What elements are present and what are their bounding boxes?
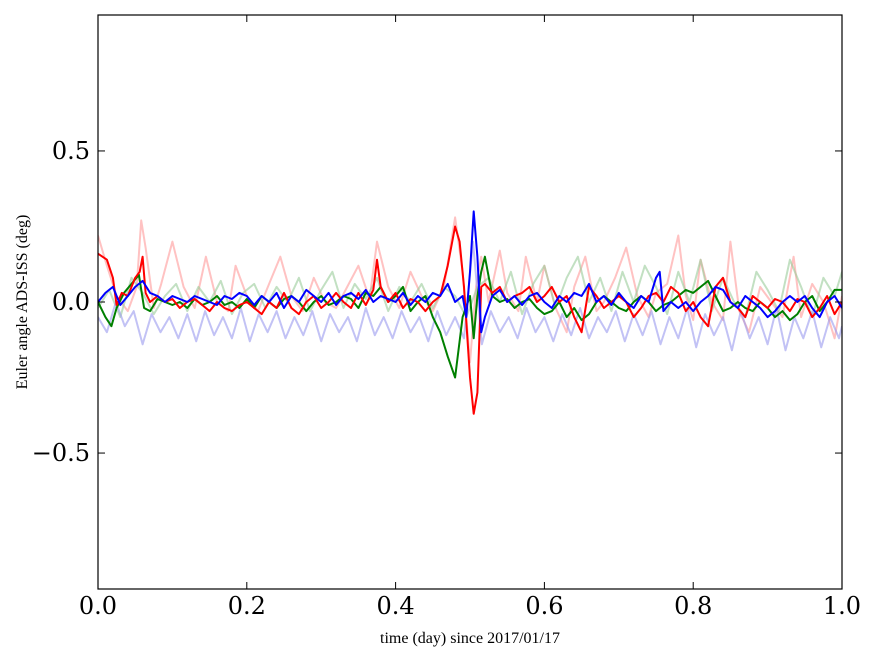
series-line-1: [98, 255, 842, 319]
y-tick-label: −0.5: [32, 439, 90, 467]
series-line-4: [98, 225, 842, 415]
x-tick-label: 0.8: [674, 592, 712, 620]
x-tick-label: 0.2: [228, 592, 266, 620]
series-line-2: [98, 240, 842, 352]
ticks-layer: 0.0 0.2 0.4 0.6 0.8 1.0 −0.5 0.0 0.5: [32, 15, 861, 620]
x-tick-label: 0.0: [79, 592, 117, 620]
y-tick-label: 0.0: [52, 288, 90, 316]
series-layer: [98, 210, 842, 415]
x-tick-label: 0.6: [525, 592, 563, 620]
x-axis-label: time (day) since 2017/01/17: [380, 630, 560, 647]
y-axis-label: Euler angle ADS-ISS (deg): [14, 215, 31, 390]
series-line-5: [98, 210, 842, 334]
x-tick-label: 1.0: [823, 592, 861, 620]
y-tick-label: 0.5: [52, 137, 90, 165]
x-tick-label: 0.4: [377, 592, 415, 620]
